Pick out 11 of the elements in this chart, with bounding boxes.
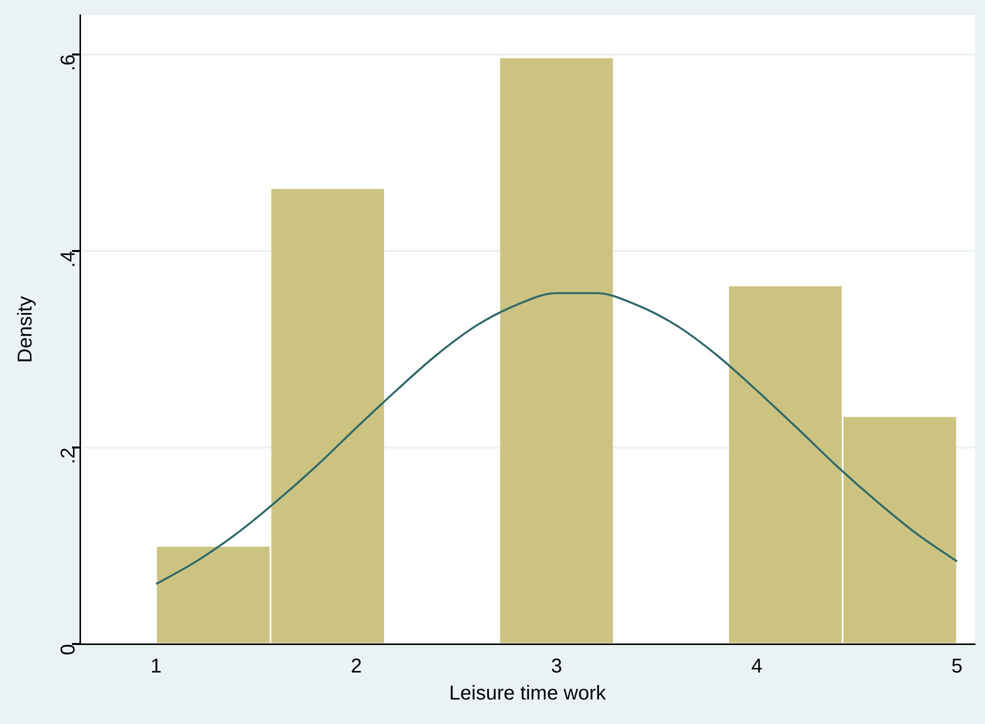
y-tick-label: .2 xyxy=(58,447,80,464)
x-tick-label: 3 xyxy=(550,656,562,678)
y-tick-label: .4 xyxy=(58,250,80,268)
x-tick-label: 5 xyxy=(951,656,963,678)
x-tick-label: 1 xyxy=(150,656,162,678)
y-axis-title: Density xyxy=(14,296,37,363)
y-tick-label: .6 xyxy=(58,54,80,71)
y-tick-label: 0 xyxy=(58,644,80,656)
x-tick-label: 2 xyxy=(350,656,362,678)
x-axis-title: Leisure time work xyxy=(449,682,607,705)
x-tick-label: 4 xyxy=(751,656,762,678)
